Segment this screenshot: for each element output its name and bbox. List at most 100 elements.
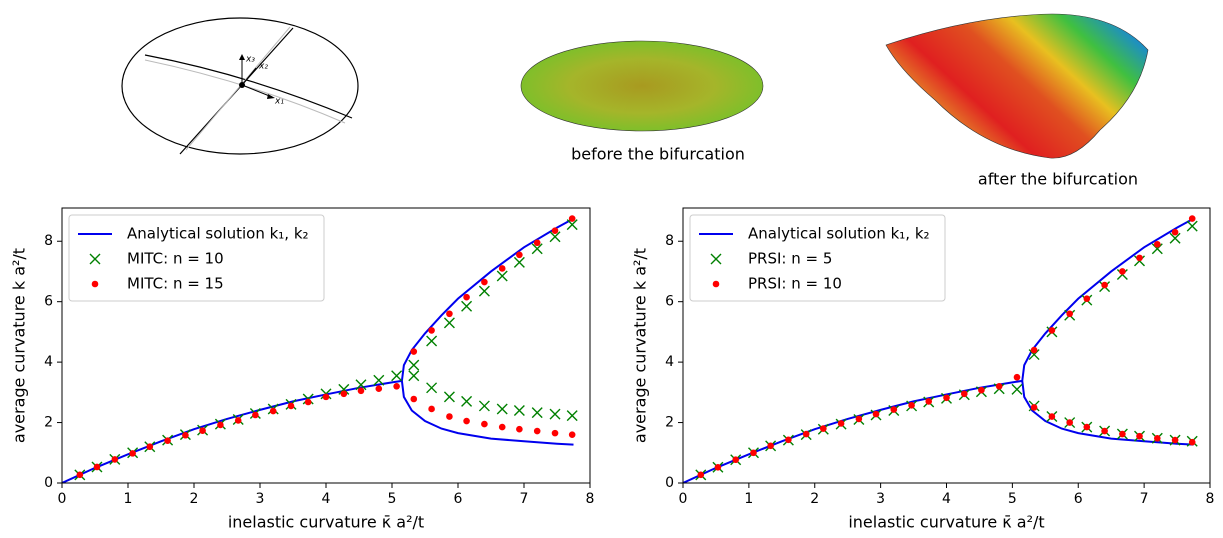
dot-marker — [111, 456, 119, 463]
x-tick-label: 4 — [322, 491, 331, 507]
dot-marker — [1013, 373, 1021, 381]
dot-marker — [446, 413, 453, 420]
x-marker — [513, 404, 525, 416]
dot-marker — [1119, 268, 1126, 275]
y-tick-label: 0 — [44, 475, 53, 491]
plot-area — [683, 215, 1198, 483]
dot-marker — [995, 382, 1003, 390]
x-tick-label: 5 — [1008, 491, 1017, 507]
x-tick-label: 4 — [942, 491, 951, 507]
x-marker — [1169, 232, 1181, 244]
chart: 0 1 2 3 4 5 6 7 8 0 2 4 6 8 inelastic curvature κ̄ a²/… — [10, 207, 595, 532]
dot-marker — [714, 463, 722, 471]
dot-marker — [551, 429, 559, 437]
dot-marker — [340, 390, 348, 398]
legend-label: PRSI: n = 5 — [748, 250, 832, 268]
x-marker — [566, 410, 578, 422]
dot-marker — [1030, 346, 1038, 354]
dot-marker — [217, 421, 224, 429]
legend-label: PRSI: n = 10 — [748, 275, 842, 293]
x-marker — [531, 243, 543, 255]
dot-marker — [925, 398, 933, 405]
x-marker — [566, 219, 578, 231]
dot-marker — [750, 449, 757, 457]
legend-swatch — [710, 253, 722, 265]
dot-marker — [802, 430, 810, 438]
dot-marker — [410, 395, 418, 403]
plate-sketch: x₃ x₂ x₁ — [121, 17, 359, 155]
x-marker — [355, 379, 367, 391]
legend-swatch — [91, 280, 99, 288]
dot-marker — [498, 423, 506, 431]
axes-frame — [682, 207, 1211, 484]
dot-marker — [164, 437, 171, 444]
x-marker — [496, 270, 508, 282]
x-marker — [478, 285, 490, 297]
dot-marker — [322, 393, 330, 401]
dot-marker — [1188, 438, 1196, 446]
x-marker — [549, 231, 561, 243]
x-tick-label: 1 — [124, 491, 133, 507]
legend-label: MITC: n = 10 — [127, 250, 224, 268]
y-tick-label: 8 — [44, 233, 53, 249]
legend-label: Analytical solution k₁, k₂ — [748, 225, 930, 243]
axis-symbol: x₁ — [274, 97, 284, 107]
dot-marker — [1154, 434, 1161, 442]
dot-marker — [375, 385, 383, 393]
x-marker — [1186, 220, 1198, 232]
x-marker — [443, 391, 455, 403]
dot-marker — [533, 239, 541, 247]
dot-marker — [287, 402, 295, 410]
dot-marker — [1154, 240, 1161, 248]
dot-marker — [1083, 423, 1091, 431]
caption: before the bifurcation — [571, 145, 745, 164]
dot-marker — [93, 463, 101, 471]
curve — [62, 217, 574, 483]
y-tick-label: 6 — [665, 294, 674, 310]
x-tick-label: 8 — [1206, 491, 1215, 507]
dot-marker — [1136, 254, 1143, 262]
dot-marker — [551, 227, 559, 234]
x-marker — [461, 300, 473, 312]
dot-marker — [820, 425, 827, 432]
dot-marker — [234, 417, 242, 424]
x-marker — [461, 395, 473, 407]
dot-marker — [146, 443, 154, 451]
y-tick-label: 4 — [44, 354, 53, 370]
x-marker — [478, 400, 490, 412]
dot-marker — [463, 293, 470, 301]
dot-marker — [568, 215, 576, 222]
dot-marker — [1101, 281, 1108, 289]
x-marker — [373, 374, 385, 386]
dot-marker — [304, 398, 312, 406]
dot-marker — [428, 405, 435, 413]
legend-box — [68, 214, 325, 302]
x-axis-label: inelastic curvature κ̄ a²/t — [228, 513, 424, 532]
x-tick-label: 6 — [454, 491, 463, 507]
x-tick-label: 7 — [1140, 491, 1149, 507]
dot-marker — [498, 265, 506, 272]
dot-marker — [446, 310, 453, 318]
dot-marker — [855, 415, 863, 423]
axis-symbol: x₂ — [258, 62, 268, 72]
dot-marker — [1066, 310, 1073, 318]
y-tick-label: 8 — [665, 233, 674, 249]
dot-marker — [76, 471, 84, 479]
x-tick-label: 8 — [586, 491, 595, 507]
dot-marker — [516, 425, 523, 433]
caption: after the bifurcation — [978, 170, 1138, 189]
axis-symbol: x₃ — [245, 55, 255, 65]
dot-marker — [978, 386, 985, 394]
x-tick-label: 7 — [520, 491, 529, 507]
dot-marker — [837, 420, 845, 427]
legend-label: Analytical solution k₁, k₂ — [127, 225, 309, 243]
y-tick-label: 2 — [44, 415, 53, 431]
dot-marker — [960, 390, 968, 398]
dot-marker — [943, 394, 950, 402]
dot-marker — [1048, 327, 1056, 334]
x-tick-label: 0 — [679, 491, 688, 507]
x-tick-label: 0 — [58, 491, 67, 507]
dot-marker — [1066, 419, 1073, 426]
dot-marker — [182, 431, 189, 439]
dot-marker — [516, 251, 523, 259]
